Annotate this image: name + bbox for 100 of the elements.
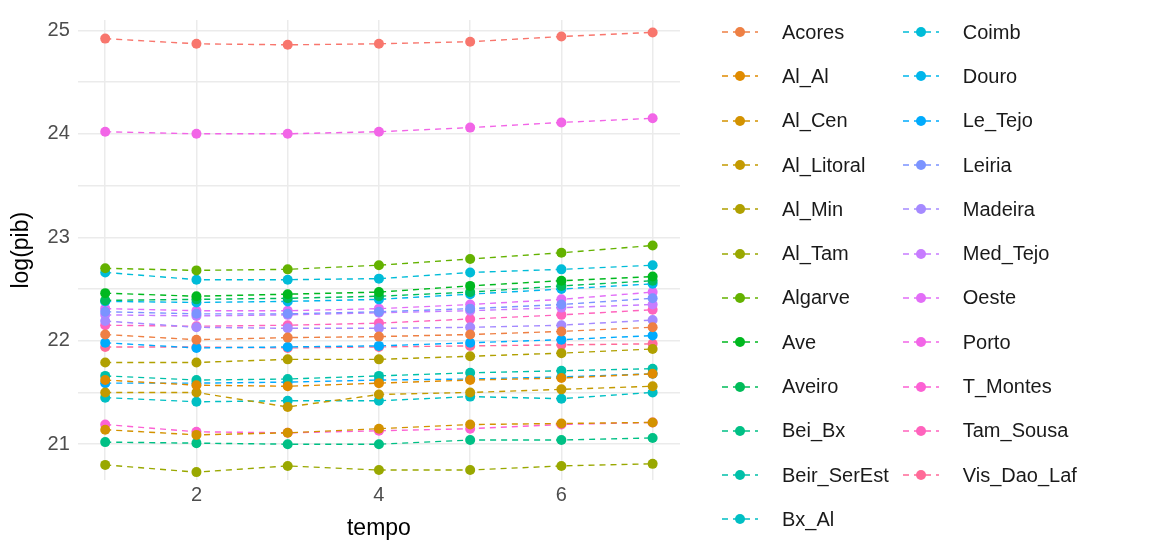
point (465, 435, 476, 446)
point (282, 39, 293, 50)
point (282, 401, 293, 412)
point (647, 432, 658, 443)
point (373, 323, 384, 334)
legend-label: Tam_Sousa (962, 419, 1069, 443)
point (282, 274, 293, 285)
point (282, 381, 293, 392)
point (556, 393, 567, 404)
point (465, 351, 476, 362)
point (373, 465, 384, 476)
legend-label: Bx_Al (782, 507, 835, 531)
point (373, 287, 384, 298)
point (556, 460, 567, 471)
point (282, 460, 293, 471)
point (100, 263, 111, 274)
point (647, 271, 658, 282)
point (282, 332, 293, 343)
point (373, 354, 384, 365)
point (647, 458, 658, 469)
point (373, 389, 384, 400)
x-tick-label: 2 (190, 482, 203, 505)
point (282, 128, 293, 139)
point (647, 344, 658, 355)
legend-label: Bei_Bx (782, 419, 846, 443)
point (100, 316, 111, 327)
point (191, 357, 202, 368)
point (191, 38, 202, 49)
point (556, 384, 567, 395)
point (556, 435, 567, 446)
point (373, 38, 384, 49)
point (647, 322, 658, 333)
legend-label: Leiria (962, 153, 1012, 177)
point (647, 260, 658, 271)
point (647, 240, 658, 251)
point (191, 396, 202, 407)
legend-label: Al_Tam (782, 242, 849, 266)
legend-label: Oeste (962, 286, 1017, 310)
y-tick-label: 22 (47, 328, 70, 351)
x-axis-title: tempo (346, 513, 411, 540)
point (282, 289, 293, 300)
legend-label: Al_Min (782, 197, 844, 221)
point (100, 459, 111, 470)
point (647, 293, 658, 304)
point (191, 128, 202, 139)
point (282, 439, 293, 450)
y-tick-label: 21 (47, 431, 70, 454)
point (282, 264, 293, 275)
point (556, 247, 567, 258)
legend-label: Beir_SerEst (782, 463, 889, 487)
point (556, 275, 567, 286)
point (465, 387, 476, 398)
point (191, 274, 202, 285)
point (100, 126, 111, 137)
point (556, 117, 567, 128)
point (556, 326, 567, 337)
y-axis-title: log(pib) (7, 211, 34, 289)
point (100, 337, 111, 348)
point (373, 331, 384, 342)
point (465, 280, 476, 291)
legend-label: Algarve (782, 286, 850, 310)
point (373, 273, 384, 284)
point (465, 122, 476, 133)
y-tick-label: 25 (47, 17, 70, 40)
legend-label: Al_Litoral (782, 153, 866, 177)
point (100, 424, 111, 435)
point (373, 439, 384, 450)
point (465, 253, 476, 264)
point (465, 267, 476, 278)
point (556, 31, 567, 42)
point (373, 260, 384, 271)
legend-label: Med_Tejo (962, 242, 1050, 266)
x-tick-label: 4 (373, 482, 385, 505)
legend-label: Madeira (962, 197, 1035, 221)
point (100, 357, 111, 368)
y-tick-label: 23 (47, 224, 70, 247)
legend-label: Coimb (962, 20, 1021, 44)
legend-label: Al_Al (782, 64, 829, 88)
x-tick-label: 6 (555, 482, 567, 505)
point (100, 387, 111, 398)
point (465, 329, 476, 340)
point (191, 265, 202, 276)
point (556, 348, 567, 359)
point (191, 467, 202, 478)
point (100, 288, 111, 299)
legend-label: Le_Tejo (962, 109, 1033, 133)
point (100, 437, 111, 448)
point (373, 126, 384, 137)
point (191, 334, 202, 345)
y-tick-label: 24 (47, 121, 70, 144)
point (100, 329, 111, 340)
legend-label: Douro (962, 64, 1018, 88)
legend-label: Aveiro (782, 375, 839, 399)
point (465, 419, 476, 430)
point (191, 438, 202, 449)
legend-label: T_Montes (962, 375, 1052, 399)
legend-label: Al_Cen (782, 109, 848, 133)
legend-label: Porto (962, 330, 1011, 354)
point (647, 113, 658, 124)
point (465, 36, 476, 47)
